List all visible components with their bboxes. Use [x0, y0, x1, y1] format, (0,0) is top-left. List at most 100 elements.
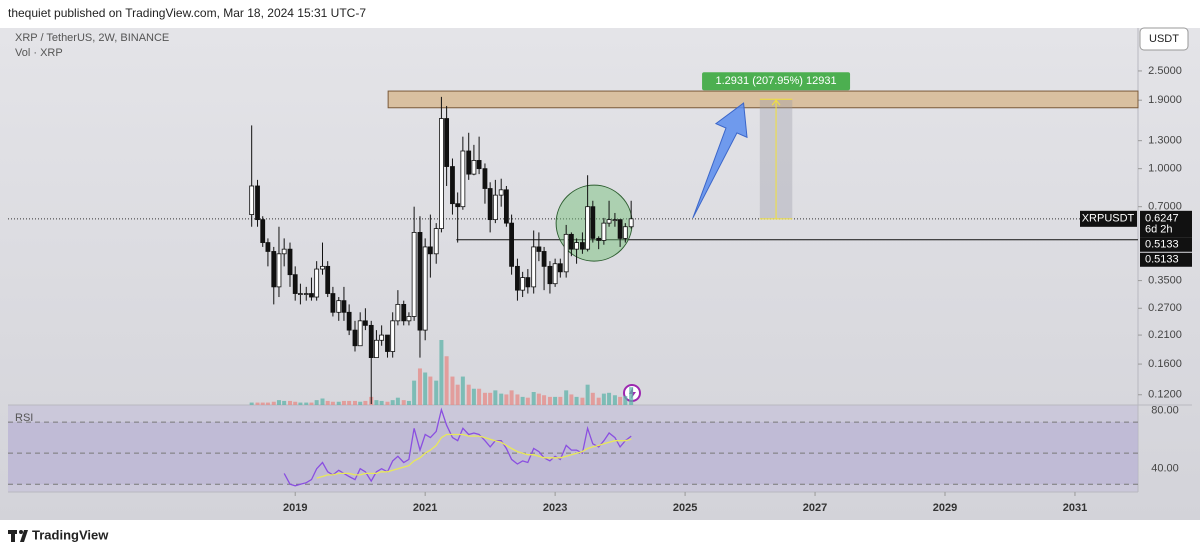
- currency-label[interactable]: USDT: [1149, 33, 1179, 45]
- candle-body: [341, 300, 347, 313]
- volume-bar: [477, 388, 482, 405]
- candle-body: [596, 237, 602, 241]
- candle-body: [628, 218, 634, 228]
- candle-body: [314, 268, 320, 298]
- symbol-label: XRPUSDT: [1082, 213, 1135, 225]
- candle-body: [346, 311, 352, 331]
- candle-body: [357, 320, 363, 347]
- y-tick-label: 1.9000: [1148, 94, 1182, 106]
- volume-bar: [504, 394, 509, 405]
- candle-body: [622, 226, 628, 239]
- candle-body: [476, 160, 482, 170]
- volume-bar: [434, 380, 439, 405]
- footer-brand: TradingView: [32, 527, 109, 542]
- volume-bar: [347, 400, 352, 405]
- chart-layer: 2.5000 1.9000 1.3000 1.0000 0.7000 0.3500 0.27…: [8, 65, 1192, 514]
- volume-bar: [298, 402, 303, 405]
- candle-body: [563, 233, 569, 273]
- candle-body: [260, 219, 266, 243]
- candle-body: [298, 293, 303, 295]
- volume-bar: [385, 401, 390, 405]
- candle-body: [303, 293, 309, 295]
- volume-bar: [325, 400, 330, 405]
- volume-bar: [466, 384, 471, 405]
- volume-bar: [623, 396, 628, 405]
- volume-bar: [499, 393, 504, 405]
- volume-bar: [629, 387, 634, 405]
- support-price-label: 0.5133: [1145, 239, 1179, 251]
- volume-bar: [488, 392, 493, 405]
- support-price-label: 0.5133: [1145, 254, 1179, 266]
- y-tick-label: 0.7000: [1148, 201, 1182, 213]
- candle-body: [417, 232, 423, 331]
- candle-body: [515, 265, 520, 291]
- last-price-label: 0.6247: [1145, 213, 1179, 225]
- candle-body: [395, 303, 401, 322]
- volume-bar: [412, 380, 417, 405]
- candle-body: [466, 150, 472, 175]
- candle-body: [336, 300, 342, 313]
- volume-bar: [265, 402, 270, 405]
- logo-part: [19, 530, 23, 534]
- volume-bar: [547, 396, 552, 405]
- x-tick-label: 2025: [673, 502, 697, 514]
- volume-bar: [455, 384, 460, 405]
- volume-bar: [450, 376, 455, 405]
- volume-bar: [282, 400, 287, 405]
- volume-bar: [330, 401, 335, 405]
- candle-body: [487, 188, 493, 221]
- candle-body: [574, 242, 579, 250]
- volume-bar: [585, 384, 590, 405]
- candle-body: [568, 233, 574, 250]
- volume-bar: [618, 396, 623, 405]
- volume-bar: [341, 400, 346, 405]
- volume-bar: [304, 402, 309, 405]
- candle-body: [612, 219, 618, 222]
- logo-part: [11, 534, 15, 542]
- candle-body: [580, 242, 585, 250]
- volume-bar: [558, 396, 563, 405]
- candle-body: [390, 320, 396, 352]
- candle-body: [601, 222, 607, 241]
- candle-body: [362, 320, 368, 326]
- volume-bar: [596, 397, 601, 405]
- symbol-title: XRP / TetherUS, 2W, BINANCE: [15, 32, 169, 44]
- candle-body: [450, 166, 455, 205]
- candle-body: [460, 150, 466, 208]
- currency-button[interactable]: [1139, 27, 1189, 51]
- candle-body: [552, 263, 558, 285]
- candle-body: [292, 274, 298, 294]
- candle-body: [433, 228, 439, 255]
- candle-body: [287, 248, 293, 276]
- candle-body: [547, 265, 553, 285]
- y-tick-label: 1.3000: [1148, 135, 1182, 147]
- volume-bar: [271, 401, 276, 405]
- support-price-box: [1140, 252, 1192, 267]
- volume-bar: [363, 400, 368, 405]
- candle-body: [525, 277, 531, 288]
- candle-body: [320, 265, 325, 270]
- volume-bar: [417, 368, 422, 405]
- volume-bar: [395, 397, 400, 405]
- volume-bar: [553, 396, 558, 405]
- volume-bar: [580, 397, 585, 405]
- volume-bar: [574, 396, 579, 405]
- volume-bar: [569, 394, 574, 405]
- volume-bar: [471, 388, 476, 405]
- candle-body: [379, 334, 385, 341]
- candle-body: [374, 339, 379, 359]
- volume-bar: [439, 340, 444, 405]
- y-tick-label: 1.0000: [1148, 163, 1182, 175]
- candle-body: [281, 248, 287, 255]
- candle-body: [439, 118, 444, 229]
- volume-bar: [482, 392, 487, 405]
- candle-body: [427, 246, 433, 255]
- candle-body: [330, 293, 336, 313]
- candle-body: [401, 303, 407, 322]
- volume-bar: [525, 397, 530, 405]
- volume-bar: [314, 400, 319, 405]
- candle-body: [271, 251, 277, 288]
- volume-bar: [374, 400, 379, 405]
- rsi-ma-line: [316, 433, 632, 479]
- volume-bar: [406, 400, 411, 405]
